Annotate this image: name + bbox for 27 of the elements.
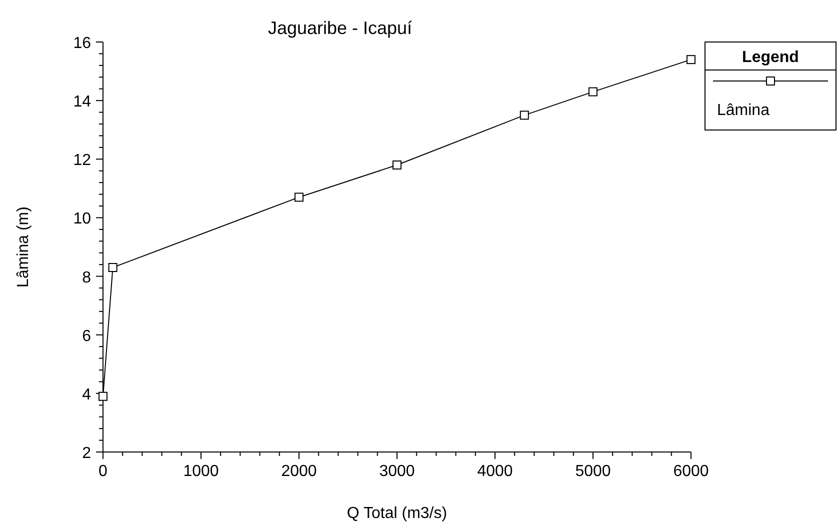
y-tick-label: 12 (73, 152, 92, 170)
y-tick-label: 4 (82, 386, 92, 404)
legend-title: Legend (742, 49, 799, 66)
legend-label: Lâmina (717, 102, 770, 119)
x-tick-label: 3000 (379, 463, 415, 480)
x-tick-label: 5000 (575, 463, 611, 480)
x-axis-title: Q Total (m3/s) (346, 505, 448, 522)
y-tick-label: 8 (82, 269, 92, 286)
point (98, 392, 108, 401)
point (588, 87, 598, 96)
x-tick-label: 1000 (183, 463, 219, 480)
x-tick-label: 4000 (477, 463, 513, 480)
y-tick-label: 6 (82, 328, 92, 345)
point (294, 192, 304, 202)
x-tick-label: 2000 (281, 463, 317, 480)
x-tick-label: 6000 (673, 463, 709, 480)
y-tick-label: 14 (73, 94, 92, 111)
y-tick-label: 2 (82, 445, 92, 462)
y-axis-title: Lâmina (m) (15, 206, 32, 288)
point (108, 263, 118, 272)
x-tick-label: 0 (98, 463, 108, 480)
point (520, 110, 529, 120)
point (686, 55, 696, 64)
chart-title: Jaguaribe - Icapuí (268, 18, 412, 38)
point (392, 160, 402, 170)
y-tick-label: 10 (73, 210, 92, 228)
y-tick-label: 16 (73, 35, 92, 52)
